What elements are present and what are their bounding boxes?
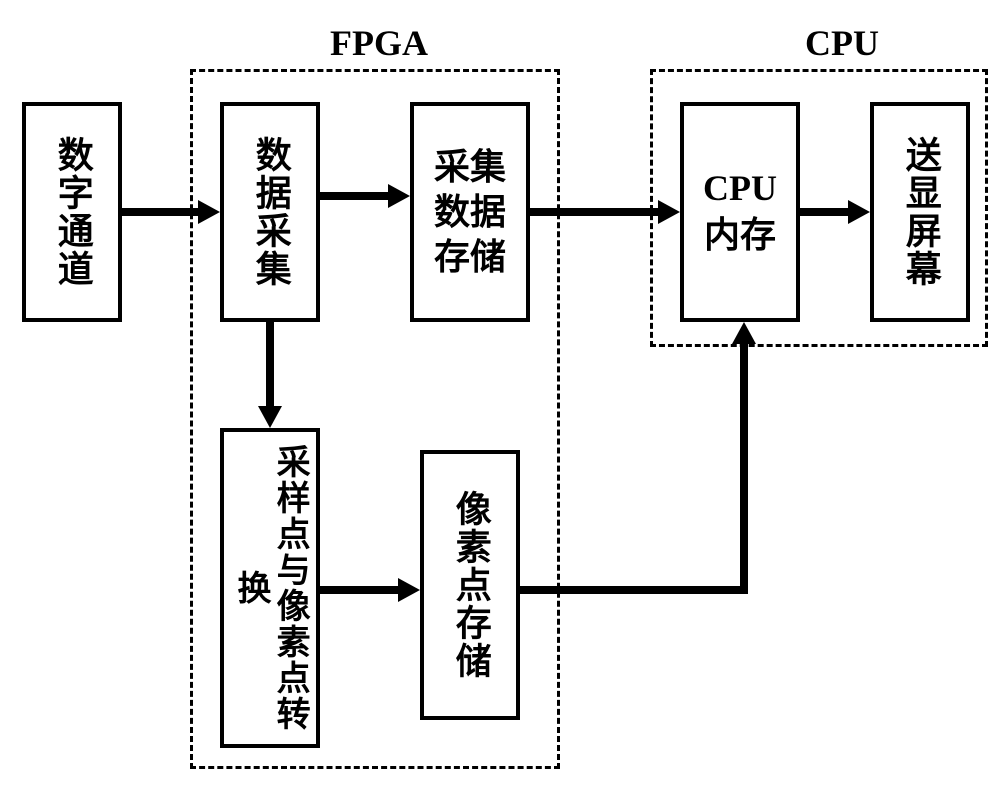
- box-cpu-mem-line2: 内存: [703, 212, 777, 259]
- group-fpga-label: FPGA: [330, 22, 428, 64]
- box-cpu-mem: CPU 内存: [680, 102, 800, 322]
- diagram-canvas: FPGA CPU 数字通道 数据采集 采集数据存储 CPU 内存 送显屏幕 采样…: [0, 0, 1000, 789]
- arrow-a6-line: [320, 586, 402, 594]
- box-cpu-mem-text: CPU 内存: [703, 165, 777, 259]
- box-pixel-store: 像素点存储: [420, 450, 520, 720]
- box-digital-channel: 数字通道: [22, 102, 122, 322]
- box-cpu-mem-line1: CPU: [703, 165, 777, 212]
- arrow-a2-head: [388, 184, 410, 208]
- box-send-screen: 送显屏幕: [870, 102, 970, 322]
- arrow-a1-line: [122, 208, 202, 216]
- group-cpu-label: CPU: [805, 22, 879, 64]
- arrow-a6-head: [398, 578, 420, 602]
- arrow-a7-hline: [520, 586, 748, 594]
- arrow-a7-head: [732, 322, 756, 344]
- box-sample-pixel-conv: 采样点与像素点转换: [220, 428, 320, 748]
- box-digital-channel-text: 数字通道: [51, 136, 92, 288]
- box-data-acq: 数据采集: [220, 102, 320, 322]
- box-data-acq-text: 数据采集: [249, 136, 290, 288]
- box-acq-store-text: 采集数据存储: [430, 145, 509, 280]
- box-sample-pixel-conv-text: 采样点与像素点转换: [231, 432, 309, 744]
- box-acq-store: 采集数据存储: [410, 102, 530, 322]
- box-pixel-store-text: 像素点存储: [449, 490, 490, 680]
- arrow-a1-head: [198, 200, 220, 224]
- arrow-a7-vline: [740, 344, 748, 594]
- arrow-a3-line: [530, 208, 662, 216]
- arrow-a4-head: [848, 200, 870, 224]
- arrow-a2-line: [320, 192, 392, 200]
- arrow-a3-head: [658, 200, 680, 224]
- arrow-a5-head: [258, 406, 282, 428]
- arrow-a5-line: [266, 322, 274, 410]
- box-send-screen-text: 送显屏幕: [899, 136, 940, 288]
- arrow-a4-line: [800, 208, 852, 216]
